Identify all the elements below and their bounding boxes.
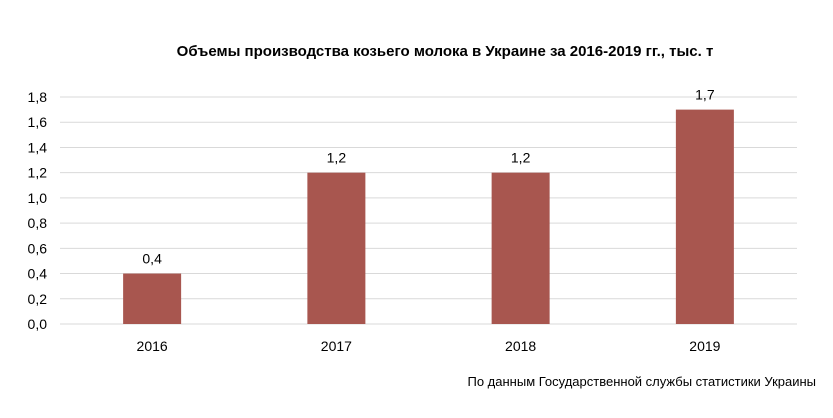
x-axis-tick-labels: 2016 2017 2018 2019 <box>137 338 721 354</box>
y-tick-label: 0,4 <box>28 266 48 282</box>
y-tick-label: 0,8 <box>28 215 48 231</box>
y-tick-label: 1,2 <box>28 165 48 181</box>
data-labels: 0,4 1,2 1,2 1,7 <box>142 87 714 267</box>
x-tick-label-2017: 2017 <box>321 338 352 354</box>
y-tick-label: 0,0 <box>28 316 48 332</box>
y-tick-label: 1,0 <box>28 190 48 206</box>
bar-2017 <box>307 172 366 324</box>
bar-chart: Объемы производства козьего молока в Укр… <box>28 43 797 354</box>
data-label-2017: 1,2 <box>327 150 347 166</box>
x-tick-label-2016: 2016 <box>137 338 168 354</box>
bar-2018 <box>491 172 550 324</box>
gridlines <box>60 96 797 325</box>
bar-2016 <box>123 273 182 324</box>
data-label-2018: 1,2 <box>511 150 531 166</box>
x-tick-label-2018: 2018 <box>505 338 536 354</box>
bar-2019 <box>675 109 734 324</box>
y-tick-label: 0,2 <box>28 291 48 307</box>
y-tick-label: 1,8 <box>28 89 48 105</box>
bars <box>123 109 734 324</box>
x-tick-label-2019: 2019 <box>689 338 720 354</box>
y-tick-label: 1,4 <box>28 139 48 155</box>
y-axis-tick-labels: 0,0 0,2 0,4 0,6 0,8 1,0 1,2 1,4 1,6 1,8 <box>28 89 48 332</box>
chart-title: Объемы производства козьего молока в Укр… <box>177 43 714 60</box>
y-tick-label: 1,6 <box>28 114 48 130</box>
data-label-2019: 1,7 <box>695 87 715 103</box>
data-label-2016: 0,4 <box>142 251 162 267</box>
y-tick-label: 0,6 <box>28 240 48 256</box>
source-note: По данным Государственной службы статист… <box>467 374 817 389</box>
